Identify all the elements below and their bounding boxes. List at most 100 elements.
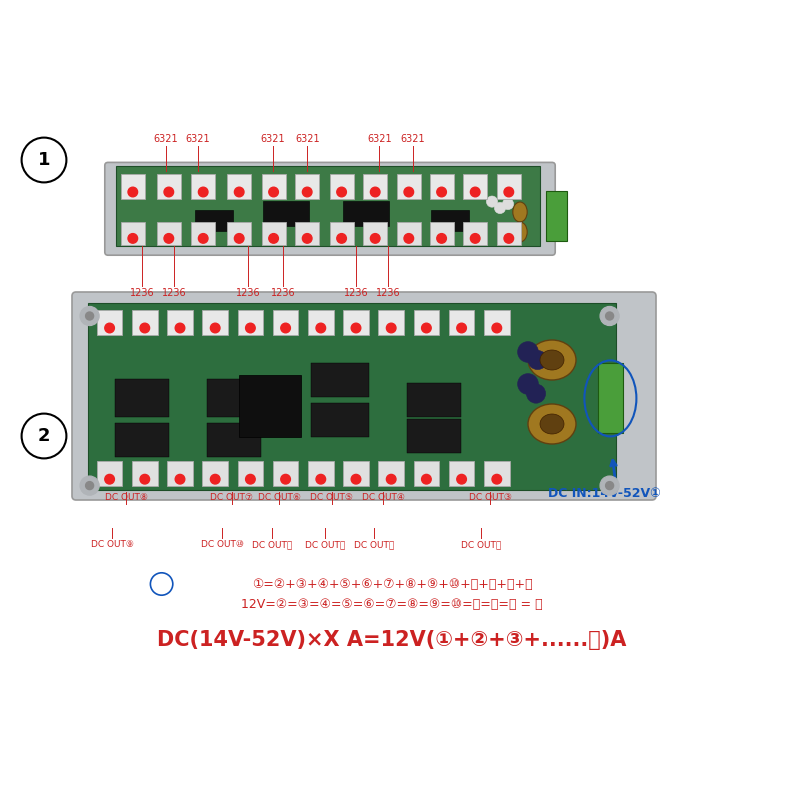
FancyBboxPatch shape — [227, 174, 251, 199]
FancyBboxPatch shape — [273, 310, 298, 335]
FancyBboxPatch shape — [363, 174, 387, 199]
FancyBboxPatch shape — [407, 419, 461, 453]
FancyBboxPatch shape — [273, 461, 298, 486]
Text: 1236: 1236 — [130, 288, 154, 298]
FancyBboxPatch shape — [397, 222, 421, 245]
FancyBboxPatch shape — [115, 379, 169, 417]
Ellipse shape — [528, 340, 576, 380]
FancyBboxPatch shape — [195, 210, 233, 231]
FancyBboxPatch shape — [414, 310, 439, 335]
Text: DC OUT⑤: DC OUT⑤ — [310, 493, 354, 502]
FancyBboxPatch shape — [430, 222, 454, 245]
Circle shape — [210, 323, 220, 333]
Text: ①=②+③+④+⑤+⑥+⑦+⑧+⑨+⑩+⑪+⑫+⑬+⑭: ①=②+③+④+⑤+⑥+⑦+⑧+⑨+⑩+⑪+⑫+⑬+⑭ — [252, 578, 532, 590]
Circle shape — [457, 323, 466, 333]
Circle shape — [470, 234, 480, 243]
Circle shape — [386, 474, 396, 484]
FancyBboxPatch shape — [72, 292, 656, 500]
Circle shape — [210, 474, 220, 484]
FancyBboxPatch shape — [202, 461, 228, 486]
FancyBboxPatch shape — [116, 166, 540, 246]
Text: DC OUT⑦: DC OUT⑦ — [210, 493, 254, 502]
Circle shape — [337, 234, 346, 243]
Circle shape — [246, 474, 255, 484]
FancyBboxPatch shape — [430, 174, 454, 199]
FancyBboxPatch shape — [207, 423, 261, 457]
Circle shape — [502, 198, 514, 210]
FancyBboxPatch shape — [132, 310, 158, 335]
Circle shape — [504, 234, 514, 243]
Circle shape — [175, 474, 185, 484]
Text: 1236: 1236 — [271, 288, 295, 298]
Circle shape — [105, 474, 114, 484]
Circle shape — [105, 323, 114, 333]
Circle shape — [370, 187, 380, 197]
Text: DC IN:14V-52V①: DC IN:14V-52V① — [548, 487, 660, 500]
FancyBboxPatch shape — [497, 222, 521, 245]
FancyBboxPatch shape — [311, 363, 369, 397]
FancyBboxPatch shape — [105, 162, 555, 255]
FancyBboxPatch shape — [378, 461, 404, 486]
Circle shape — [281, 474, 290, 484]
Circle shape — [492, 474, 502, 484]
Circle shape — [386, 323, 396, 333]
Circle shape — [269, 187, 278, 197]
Circle shape — [198, 187, 208, 197]
Circle shape — [302, 234, 312, 243]
Circle shape — [175, 323, 185, 333]
FancyBboxPatch shape — [546, 191, 567, 241]
Text: 6321: 6321 — [401, 134, 425, 144]
Text: 6321: 6321 — [154, 134, 178, 144]
Circle shape — [526, 384, 546, 403]
FancyBboxPatch shape — [239, 375, 301, 437]
FancyBboxPatch shape — [115, 423, 169, 457]
Text: DC(14V-52V)×X A=12V(①+②+③+......⑭)A: DC(14V-52V)×X A=12V(①+②+③+......⑭)A — [158, 630, 626, 650]
Circle shape — [437, 234, 446, 243]
Ellipse shape — [528, 404, 576, 444]
FancyBboxPatch shape — [308, 310, 334, 335]
Circle shape — [302, 187, 312, 197]
FancyBboxPatch shape — [311, 403, 369, 437]
Circle shape — [140, 323, 150, 333]
FancyBboxPatch shape — [202, 310, 228, 335]
Circle shape — [351, 323, 361, 333]
FancyBboxPatch shape — [238, 461, 263, 486]
Circle shape — [528, 350, 547, 370]
FancyBboxPatch shape — [132, 461, 158, 486]
Text: DC OUT⑨: DC OUT⑨ — [90, 540, 134, 549]
Circle shape — [316, 474, 326, 484]
Circle shape — [269, 234, 278, 243]
Circle shape — [404, 234, 414, 243]
FancyBboxPatch shape — [308, 461, 334, 486]
Text: DC OUT④: DC OUT④ — [362, 493, 405, 502]
FancyBboxPatch shape — [207, 379, 261, 417]
Ellipse shape — [540, 350, 564, 370]
Circle shape — [470, 187, 480, 197]
Text: DC OUT③: DC OUT③ — [469, 493, 512, 502]
Circle shape — [457, 474, 466, 484]
Circle shape — [486, 196, 498, 207]
Text: DC OUT⑫: DC OUT⑫ — [305, 540, 345, 549]
FancyBboxPatch shape — [414, 461, 439, 486]
FancyBboxPatch shape — [343, 201, 389, 226]
FancyBboxPatch shape — [167, 461, 193, 486]
FancyBboxPatch shape — [97, 310, 122, 335]
FancyBboxPatch shape — [343, 461, 369, 486]
Circle shape — [600, 306, 619, 326]
Ellipse shape — [540, 414, 564, 434]
Text: DC OUT⑬: DC OUT⑬ — [354, 540, 394, 549]
Circle shape — [234, 234, 244, 243]
Text: DC OUT⑧: DC OUT⑧ — [105, 493, 148, 502]
FancyBboxPatch shape — [463, 222, 487, 245]
FancyBboxPatch shape — [191, 174, 215, 199]
FancyBboxPatch shape — [449, 461, 474, 486]
Circle shape — [128, 234, 138, 243]
Circle shape — [164, 187, 174, 197]
Circle shape — [504, 187, 514, 197]
FancyBboxPatch shape — [262, 174, 286, 199]
FancyBboxPatch shape — [598, 363, 623, 433]
FancyBboxPatch shape — [378, 310, 404, 335]
FancyBboxPatch shape — [295, 174, 319, 199]
Text: 2: 2 — [38, 427, 50, 445]
FancyBboxPatch shape — [484, 310, 510, 335]
